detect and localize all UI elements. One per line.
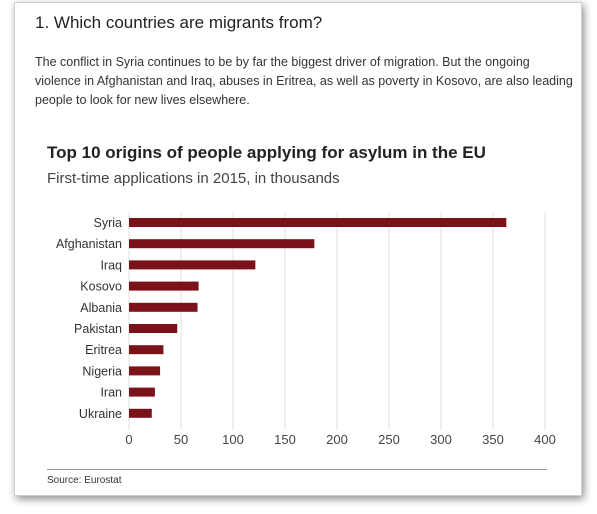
category-label-ukraine: Ukraine	[79, 407, 122, 421]
category-label-iran: Iran	[100, 386, 122, 400]
x-tick-label-0: 0	[125, 432, 132, 447]
category-label-syria: Syria	[94, 216, 123, 230]
footer-divider	[47, 469, 547, 470]
bar-nigeria	[129, 366, 161, 376]
category-label-eritrea: Eritrea	[85, 343, 122, 357]
x-tick-label-150: 150	[274, 432, 296, 447]
source-note: Source: Eurostat	[47, 475, 122, 486]
bar-syria	[129, 218, 507, 227]
bar-eritrea	[129, 345, 164, 355]
category-label-iraq: Iraq	[100, 258, 122, 272]
bar-afghanistan	[129, 239, 315, 249]
x-tick-label-300: 300	[430, 432, 452, 447]
bar-pakistan	[129, 324, 178, 333]
bar-iran	[129, 387, 155, 397]
chart-title: Top 10 origins of people applying for as…	[47, 143, 486, 162]
article-card: 1. Which countries are migrants from? Th…	[14, 2, 582, 496]
x-tick-label-50: 50	[174, 432, 188, 447]
bar-iraq	[129, 260, 256, 270]
category-label-pakistan: Pakistan	[74, 322, 122, 336]
category-label-kosovo: Kosovo	[80, 280, 122, 294]
category-label-albania: Albania	[80, 301, 122, 315]
section-heading: 1. Which countries are migrants from?	[35, 13, 323, 32]
chart-subtitle: First-time applications in 2015, in thou…	[47, 170, 340, 187]
category-label-afghanistan: Afghanistan	[56, 237, 122, 251]
x-tick-label-350: 350	[482, 432, 504, 447]
x-tick-label-400: 400	[534, 432, 556, 447]
category-label-nigeria: Nigeria	[82, 364, 122, 378]
intro-paragraph: The conflict in Syria continues to be by…	[35, 55, 573, 107]
x-tick-label-100: 100	[222, 432, 244, 447]
x-tick-label-250: 250	[378, 432, 400, 447]
bar-kosovo	[129, 281, 199, 291]
bar-ukraine	[129, 408, 152, 418]
bar-albania	[129, 302, 198, 312]
bar-chart: 0 50 100 150 200 250 300 350 400 Syria Afghanistan…	[56, 212, 556, 447]
x-tick-label-200: 200	[326, 432, 348, 447]
